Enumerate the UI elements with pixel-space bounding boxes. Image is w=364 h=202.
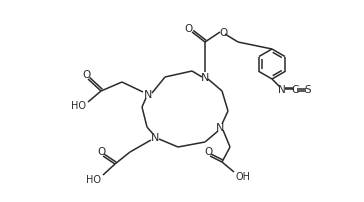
- Text: OH: OH: [236, 171, 250, 181]
- Text: O: O: [98, 146, 106, 156]
- Text: N: N: [216, 122, 224, 132]
- Text: O: O: [220, 28, 228, 38]
- Text: C: C: [291, 85, 299, 95]
- Text: N: N: [151, 132, 159, 142]
- Text: S: S: [305, 85, 311, 95]
- Text: O: O: [205, 146, 213, 156]
- Text: O: O: [185, 24, 193, 34]
- Text: N: N: [201, 73, 209, 83]
- Text: N: N: [144, 89, 152, 100]
- Text: O: O: [83, 70, 91, 80]
- Text: HO: HO: [71, 101, 87, 110]
- Text: N: N: [278, 85, 286, 95]
- Text: HO: HO: [87, 174, 102, 184]
